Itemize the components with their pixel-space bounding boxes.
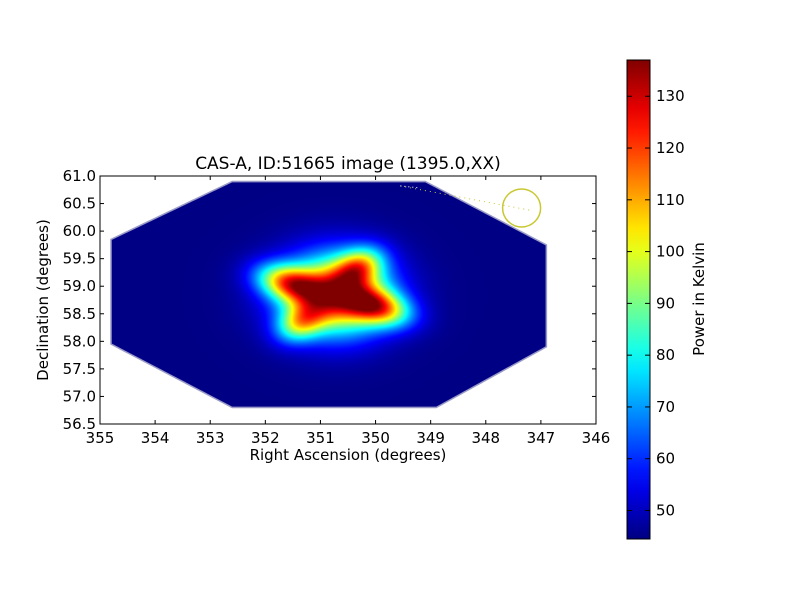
colorbar-tick-label: 60 bbox=[656, 450, 675, 468]
y-axis-ticks: 56.5 57.0 57.5 58.0 58.5 59.0 59.5 60.0 60.5 61.0 bbox=[63, 167, 596, 433]
x-tick-label: 350 bbox=[361, 429, 390, 447]
colorbar-tick-label: 70 bbox=[656, 398, 675, 416]
axes-frame bbox=[99, 175, 597, 425]
heatmap-image bbox=[100, 176, 596, 424]
colorbar-ticks: 50 60 70 80 90 100 110 120 130 bbox=[627, 87, 685, 520]
x-tick-label: 352 bbox=[251, 429, 280, 447]
x-tick-label: 348 bbox=[471, 429, 500, 447]
map-footprint-edge bbox=[110, 180, 548, 409]
x-tick-label: 353 bbox=[196, 429, 225, 447]
x-axis-ticks: 355 354 353 352 351 350 349 348 347 346 bbox=[86, 176, 611, 447]
beam-track-start bbox=[400, 185, 421, 189]
y-tick-label: 58.5 bbox=[63, 305, 96, 323]
colorbar-tick-label: 80 bbox=[656, 346, 675, 364]
colorbar bbox=[626, 59, 651, 540]
y-tick-label: 57.5 bbox=[63, 360, 96, 378]
colorbar-tick-label: 110 bbox=[656, 191, 685, 209]
x-tick-label: 355 bbox=[86, 429, 115, 447]
colorbar-tick-label: 120 bbox=[656, 139, 685, 157]
chart-title: CAS-A, ID:51665 image (1395.0,XX) bbox=[195, 154, 501, 174]
y-tick-label: 59.0 bbox=[63, 277, 96, 295]
x-tick-label: 347 bbox=[527, 429, 556, 447]
beam-track-line bbox=[400, 185, 530, 211]
y-tick-label: 58.0 bbox=[63, 332, 96, 350]
colorbar-tick-label: 90 bbox=[656, 294, 675, 312]
x-tick-label: 346 bbox=[582, 429, 611, 447]
colorbar-tick-label: 130 bbox=[656, 87, 685, 105]
beam-marker-circle bbox=[501, 188, 542, 228]
colorbar-label: Power in Kelvin bbox=[690, 242, 708, 356]
x-tick-label: 349 bbox=[416, 429, 445, 447]
beam-overlay bbox=[110, 180, 548, 409]
y-tick-label: 60.5 bbox=[63, 195, 96, 213]
x-tick-label: 354 bbox=[141, 429, 170, 447]
colorbar-tick-label: 50 bbox=[656, 502, 675, 520]
colorbar-tick-label: 100 bbox=[656, 243, 685, 261]
x-tick-label: 351 bbox=[306, 429, 335, 447]
y-axis-label: Declination (degrees) bbox=[34, 219, 52, 381]
y-tick-label: 57.0 bbox=[63, 387, 96, 405]
y-tick-label: 59.5 bbox=[63, 250, 96, 268]
y-tick-label: 61.0 bbox=[63, 167, 96, 185]
y-tick-label: 56.5 bbox=[63, 415, 96, 433]
y-tick-label: 60.0 bbox=[63, 222, 96, 240]
x-axis-label: Right Ascension (degrees) bbox=[250, 446, 447, 464]
